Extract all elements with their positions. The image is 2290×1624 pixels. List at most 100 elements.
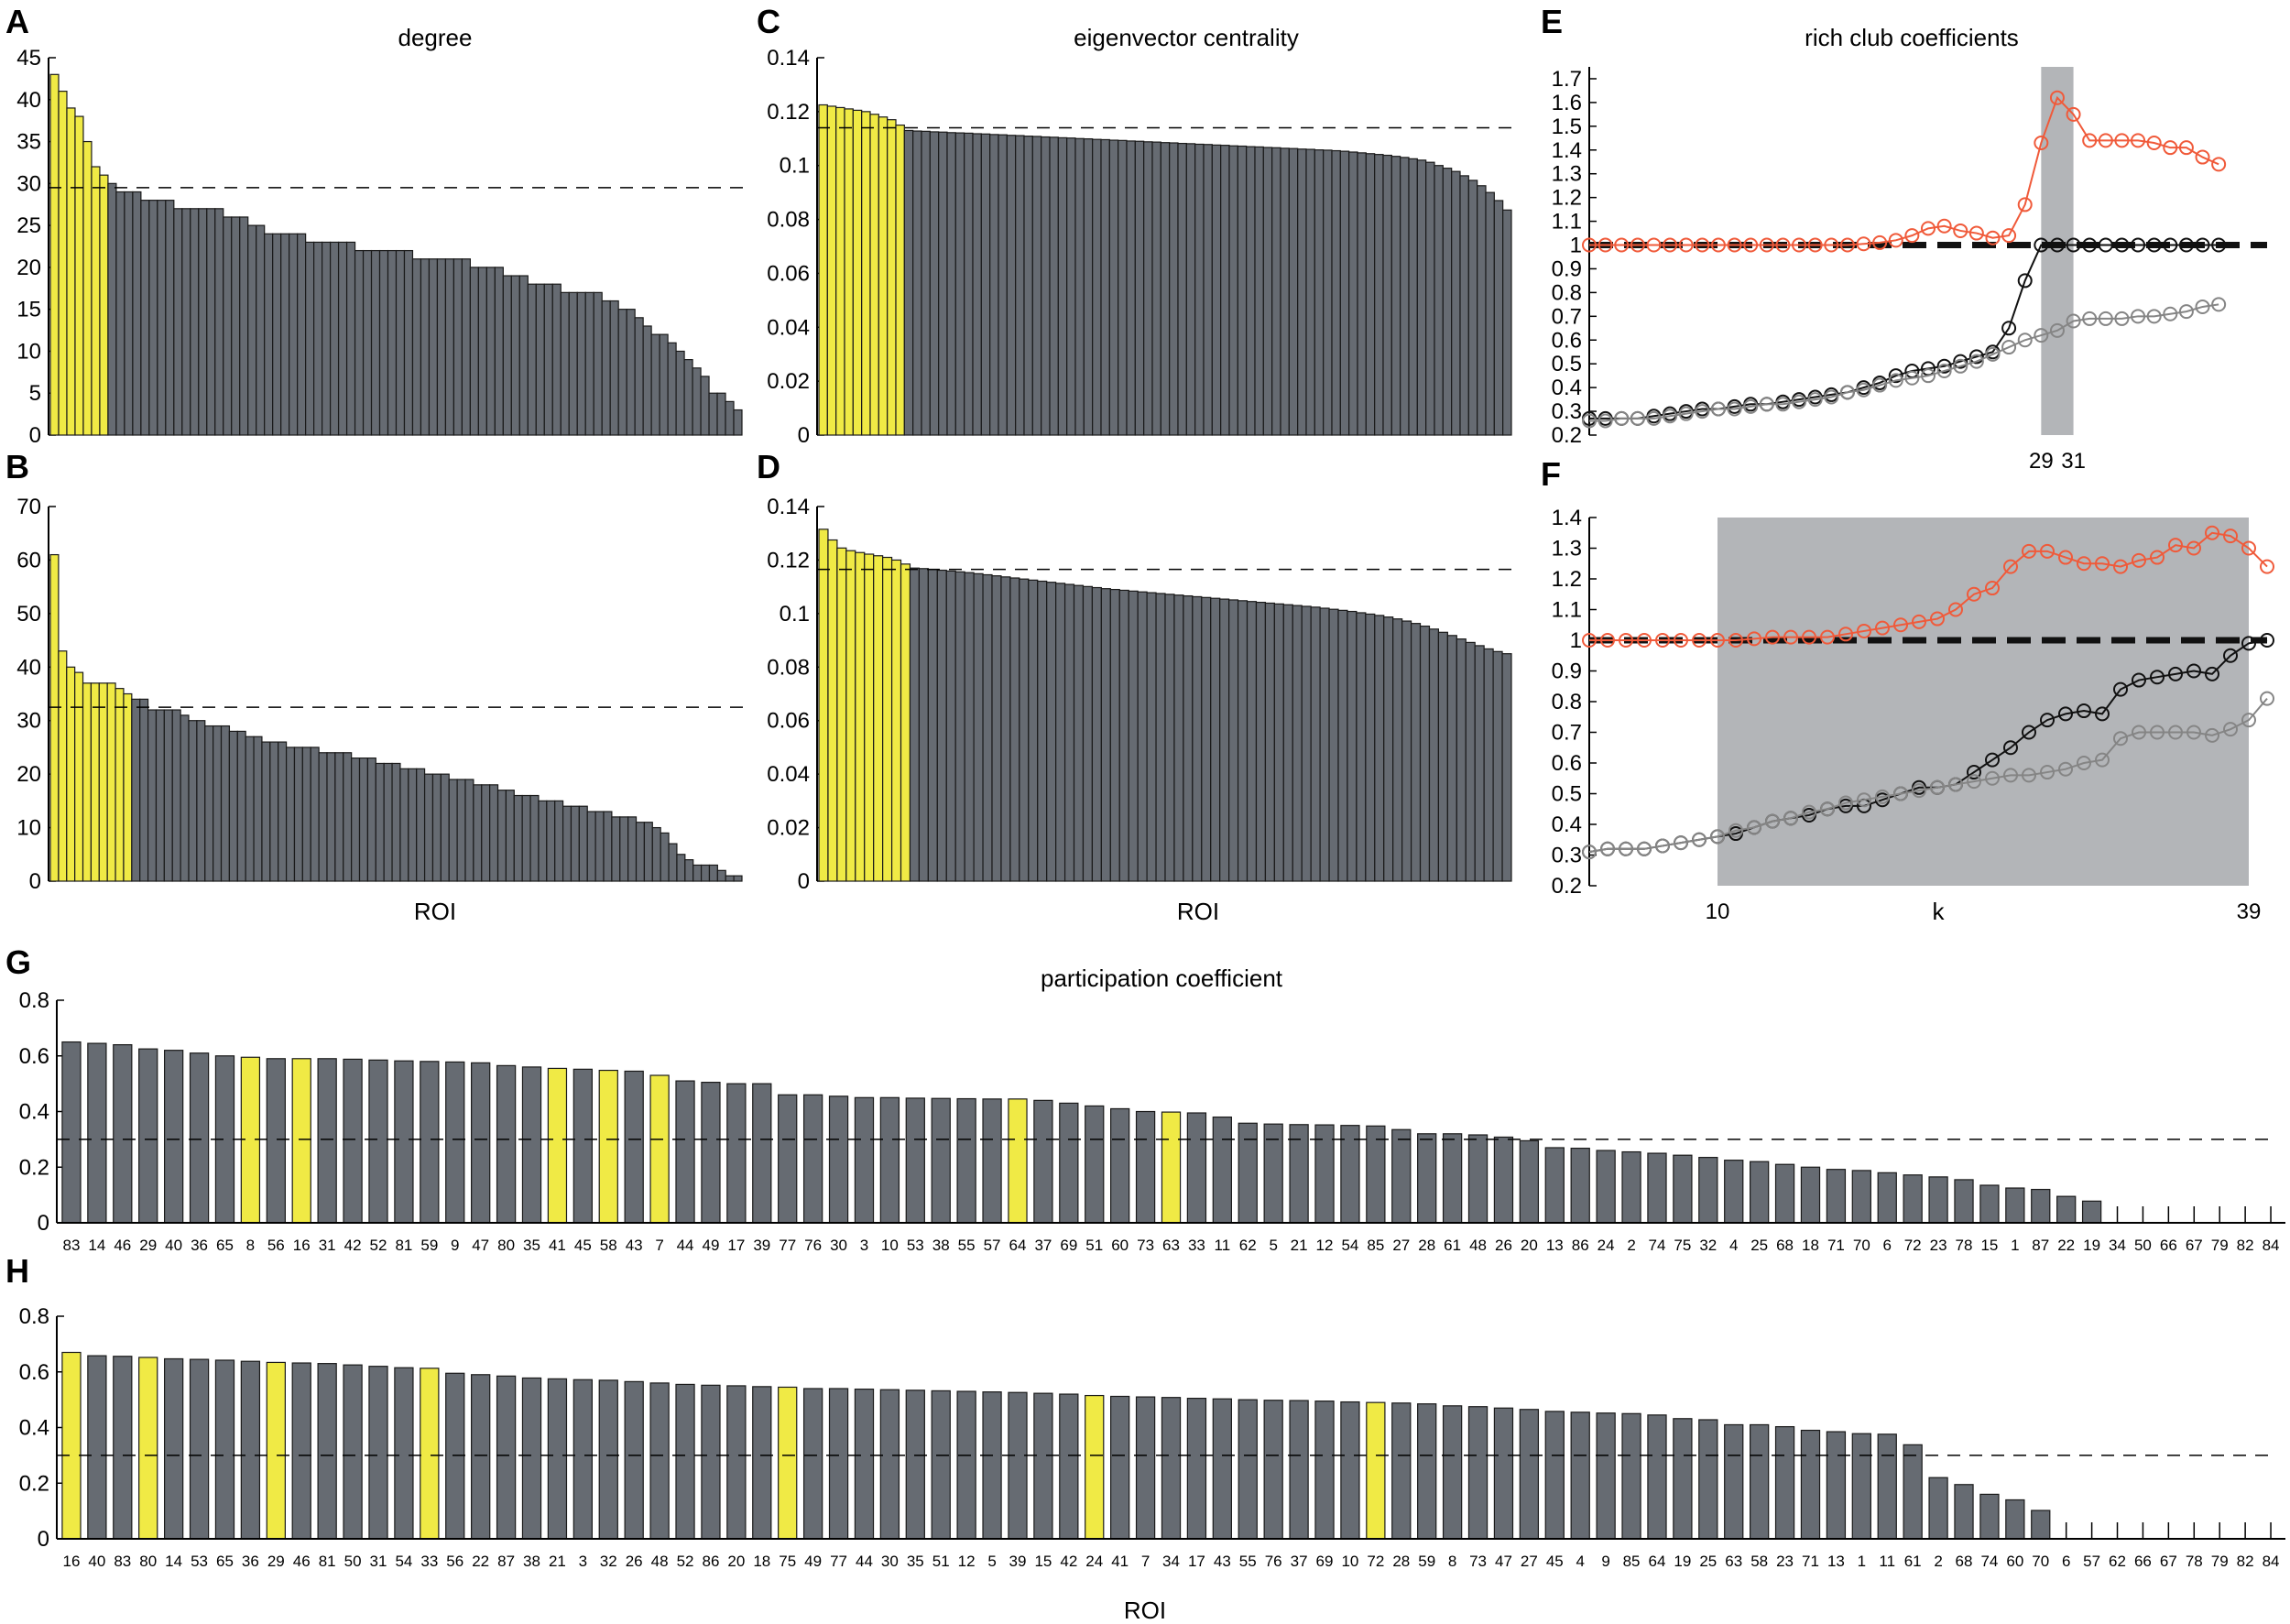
roi-tick-label: 49 <box>804 1553 822 1570</box>
bar <box>668 843 678 882</box>
roi-tick-label: 24 <box>1085 1553 1103 1570</box>
bar <box>494 267 504 436</box>
bar <box>586 811 596 882</box>
significance-shade <box>1718 518 2249 886</box>
roi-tick-label: 62 <box>2109 1553 2126 1570</box>
bar <box>266 1361 286 1540</box>
roi-tick-label: 16 <box>62 1553 80 1570</box>
panel-label-e: E <box>1541 3 1563 40</box>
roi-tick-label: 35 <box>907 1553 924 1570</box>
roi-tick-label: 65 <box>216 1553 234 1570</box>
bar <box>945 570 956 882</box>
y-tick-label: 0.14 <box>767 495 810 519</box>
roi-tick-label: 5 <box>1269 1237 1277 1254</box>
bar <box>716 392 726 436</box>
y-tick-label: 0.06 <box>767 709 810 734</box>
roi-tick-label: 84 <box>2263 1553 2280 1570</box>
series-line-observed <box>1589 244 2219 420</box>
bar <box>1954 1179 1974 1224</box>
bar <box>1928 1176 1948 1224</box>
bar <box>1391 1128 1412 1224</box>
y-tick-label: 0.2 <box>1552 423 1582 448</box>
series-point-normalized <box>1807 237 1823 253</box>
series-point-random <box>2022 768 2036 783</box>
bar <box>854 1388 875 1540</box>
roi-tick-label: 61 <box>1904 1553 1922 1570</box>
bar <box>1015 135 1025 436</box>
bar <box>1621 1412 1641 1540</box>
bar <box>649 1382 670 1540</box>
y-tick-label: 1.4 <box>1552 506 1582 530</box>
series-point-normalized <box>1856 236 1871 252</box>
bar <box>1851 1170 1871 1224</box>
bar <box>189 1052 210 1224</box>
y-tick-label: 0.02 <box>767 816 810 841</box>
roi-tick-label: 79 <box>2211 1553 2229 1570</box>
y-tick-label: 0.5 <box>1552 352 1582 376</box>
y-tick-label: 0.2 <box>1552 874 1582 899</box>
bar <box>912 130 922 436</box>
bar <box>1493 1136 1514 1224</box>
series-point-observed <box>2223 648 2238 663</box>
series-point-normalized <box>1893 617 1908 633</box>
bar <box>1092 138 1102 436</box>
bar <box>1800 1429 1821 1540</box>
y-tick-label: 10 <box>16 339 41 364</box>
title-degree: degree <box>398 24 473 51</box>
roi-tick-label: 64 <box>1649 1553 1666 1570</box>
bar <box>855 551 866 882</box>
bar <box>1228 145 1238 436</box>
roi-tick-label: 43 <box>1214 1553 1231 1570</box>
series-point-normalized <box>1663 237 1678 253</box>
series-point-normalized <box>1710 237 1726 253</box>
roi-tick-label: 81 <box>319 1553 336 1570</box>
bar <box>329 241 340 436</box>
roi-tick-label: 35 <box>523 1237 540 1254</box>
bar <box>436 258 447 436</box>
series-point-random <box>2114 311 2130 326</box>
roi-tick-label: 1 <box>2011 1237 2019 1254</box>
roi-tick-label: 2 <box>1627 1237 1635 1254</box>
roi-tick-label: 63 <box>1725 1553 1742 1570</box>
bar <box>171 709 181 882</box>
series-point-normalized <box>2241 540 2256 556</box>
series-point-observed <box>2040 713 2055 728</box>
series-point-normalized <box>1985 230 2001 245</box>
bar <box>1085 1394 1105 1540</box>
series-point-normalized <box>2082 133 2098 148</box>
y-tick-label: 1.1 <box>1552 210 1582 234</box>
bar <box>189 1358 210 1540</box>
bar <box>1339 150 1350 436</box>
bar <box>305 241 315 436</box>
bar <box>1428 628 1440 882</box>
bar <box>239 216 249 436</box>
roi-tick-label: 86 <box>1572 1237 1589 1254</box>
roi-tick-label: 56 <box>446 1553 463 1570</box>
y-tick-label: 0.02 <box>767 369 810 394</box>
bar <box>113 1356 133 1540</box>
bar <box>58 650 68 882</box>
roi-tick-label: 81 <box>395 1237 412 1254</box>
xlabel-d: ROI <box>1177 898 1219 925</box>
roi-tick-label: 43 <box>626 1237 643 1254</box>
bar <box>909 567 921 882</box>
bar <box>1203 144 1213 436</box>
bar <box>317 1058 337 1224</box>
bar <box>931 1390 951 1540</box>
series-point-normalized <box>1775 237 1791 253</box>
roi-tick-label: 71 <box>1802 1553 1819 1570</box>
bar <box>214 208 224 436</box>
bar <box>198 208 208 436</box>
bar <box>1492 650 1503 882</box>
bar <box>1173 594 1184 882</box>
y-tick-label: 0.12 <box>767 548 810 572</box>
bar <box>82 140 93 436</box>
bar <box>1425 161 1435 436</box>
bar <box>1337 609 1348 882</box>
bar <box>1451 170 1461 436</box>
bar <box>1340 1401 1360 1540</box>
series-point-observed <box>2082 237 2098 253</box>
series-point-random <box>1930 779 1945 795</box>
y-tick-label: 25 <box>16 213 41 238</box>
bar <box>1400 157 1410 436</box>
